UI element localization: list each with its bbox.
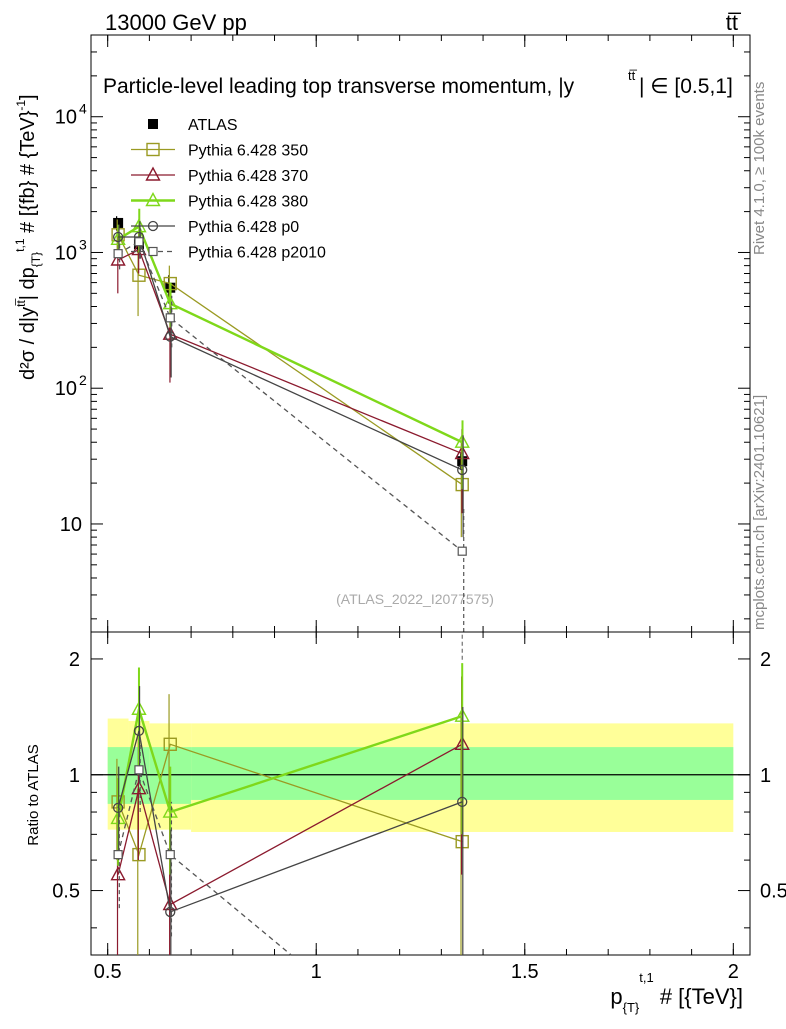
series-line-2 xyxy=(117,248,463,455)
ratio-point xyxy=(457,796,468,808)
ratio-panel: 0.5 0.5 1 1 2 2 0.5 1 1.5 2 Ratio to ATLAS p{T} t,1 … xyxy=(25,631,786,1015)
header-energy: 13000 GeV pp xyxy=(105,10,247,35)
y-tick-label: 10 xyxy=(55,242,77,264)
ratio-point xyxy=(112,802,124,814)
legend-marker xyxy=(148,119,158,129)
data-point xyxy=(165,313,175,323)
y-axis-label-part: {T} xyxy=(29,252,43,267)
mcplots-label: mcplots.cern.ch [arXiv:2401.10621] xyxy=(751,395,768,630)
y-axis-label: d²σ / d|ytt̅| dp{T}t,1 # [{fb} # {TeV}-1… xyxy=(13,94,43,380)
x-tick-label: 0.5 xyxy=(94,961,122,983)
ratio-line-0 xyxy=(117,743,463,857)
legend-marker xyxy=(145,192,161,207)
ratio-y-tick-label-right: 1 xyxy=(760,765,771,787)
series-line-4 xyxy=(118,236,463,471)
legend-marker xyxy=(145,166,161,181)
x-axis-label-part: # [{TeV}] xyxy=(654,984,743,1009)
data-point xyxy=(454,433,470,448)
data-point xyxy=(457,546,467,556)
ratio-frame xyxy=(90,631,751,956)
header-process: tt̅ xyxy=(726,10,742,35)
y-tick-label-exp: 3 xyxy=(79,236,87,252)
ratio-point xyxy=(134,765,144,775)
ratio-point xyxy=(113,850,123,860)
ratio-point xyxy=(110,809,126,825)
y-tick-label-exp: 2 xyxy=(79,372,87,388)
data-point xyxy=(113,217,124,228)
x-axis-label-part: {T} xyxy=(623,1000,640,1015)
x-tick-label: 1 xyxy=(311,961,322,983)
x-axis-label: p{T} t,1 # [{TeV}] xyxy=(610,970,743,1015)
series-line-3 xyxy=(117,224,463,444)
ratio-y-tick-label: 0.5 xyxy=(52,881,80,903)
ratio-point xyxy=(132,847,146,862)
y-axis-label-text: d²σ / d|ytt̅| dp{T}t,1 # [{fb} # {TeV}-1… xyxy=(13,94,43,380)
ratio-point xyxy=(133,725,145,737)
y-tick-label: 10 xyxy=(60,514,82,536)
legend-label: Pythia 6.428 350 xyxy=(188,143,308,160)
rivet-label: Rivet 4.1.0, ≥ 100k events xyxy=(751,82,768,255)
y-tick-label-exp: 4 xyxy=(79,101,87,117)
watermark: (ATLAS_2022_I2077575) xyxy=(336,591,494,607)
data-point xyxy=(113,249,123,259)
legend-label: Pythia 6.428 380 xyxy=(188,194,308,211)
x-axis-label-part: p xyxy=(610,984,622,1009)
y-tick-label: 10 xyxy=(55,378,77,400)
ratio-y-tick-label-right: 0.5 xyxy=(760,881,786,903)
ratio-line-1 xyxy=(117,743,463,906)
y-axis-label-part: | dp xyxy=(17,267,39,300)
y-axis-label-part: d²σ / d|y xyxy=(17,307,39,380)
ratio-point xyxy=(165,850,175,860)
ratio-y-tick-label-right: 2 xyxy=(760,649,771,671)
ratio-y-tick-label: 1 xyxy=(69,765,80,787)
data-point xyxy=(112,231,124,243)
x-tick-label: 2 xyxy=(728,961,739,983)
y-axis-label-part: -1 xyxy=(14,100,28,111)
data-point xyxy=(110,251,126,266)
chart-title-sup: tt̅ xyxy=(628,68,637,83)
ratio-y-tick-label: 2 xyxy=(69,649,80,671)
y-axis-label-part: t,1 xyxy=(13,238,27,252)
legend-label: Pythia 6.428 p0 xyxy=(188,219,299,236)
ratio-line-3 xyxy=(117,730,463,913)
ratio-point xyxy=(163,737,177,751)
ratio-point xyxy=(110,866,126,881)
ratio-point xyxy=(131,780,147,795)
data-point xyxy=(165,331,176,342)
legend-label: Pythia 6.428 370 xyxy=(188,168,308,185)
legend-marker xyxy=(146,142,160,157)
ratio-y-axis-label: Ratio to ATLAS xyxy=(25,744,42,845)
legend-marker xyxy=(147,220,159,232)
series-line-5 xyxy=(117,240,463,552)
y-axis-label-part: tt̅ xyxy=(14,298,28,307)
data-point xyxy=(110,230,126,246)
data-point xyxy=(457,464,468,476)
ratio-line-4 xyxy=(117,767,292,956)
chart-title: Particle-level leading top transverse mo… xyxy=(103,75,575,98)
data-point xyxy=(162,295,178,310)
legend-marker xyxy=(148,246,158,257)
y-axis-label-part: # [{fb} # {TeV} xyxy=(17,110,39,238)
x-tick-label: 1.5 xyxy=(511,961,539,983)
x-axis-label-part: t,1 xyxy=(639,970,653,985)
chart-title-tail: | ∈ [0.5,1] xyxy=(639,75,733,98)
data-point xyxy=(134,237,144,247)
legend-label: ATLAS xyxy=(188,117,238,134)
y-axis-label-part: ] xyxy=(17,94,39,100)
legend-label: Pythia 6.428 p2010 xyxy=(188,245,326,262)
ratio-line-2 xyxy=(116,708,463,819)
y-tick-label: 10 xyxy=(55,107,77,129)
ratio-point xyxy=(162,803,178,818)
ratio-point xyxy=(165,906,176,918)
